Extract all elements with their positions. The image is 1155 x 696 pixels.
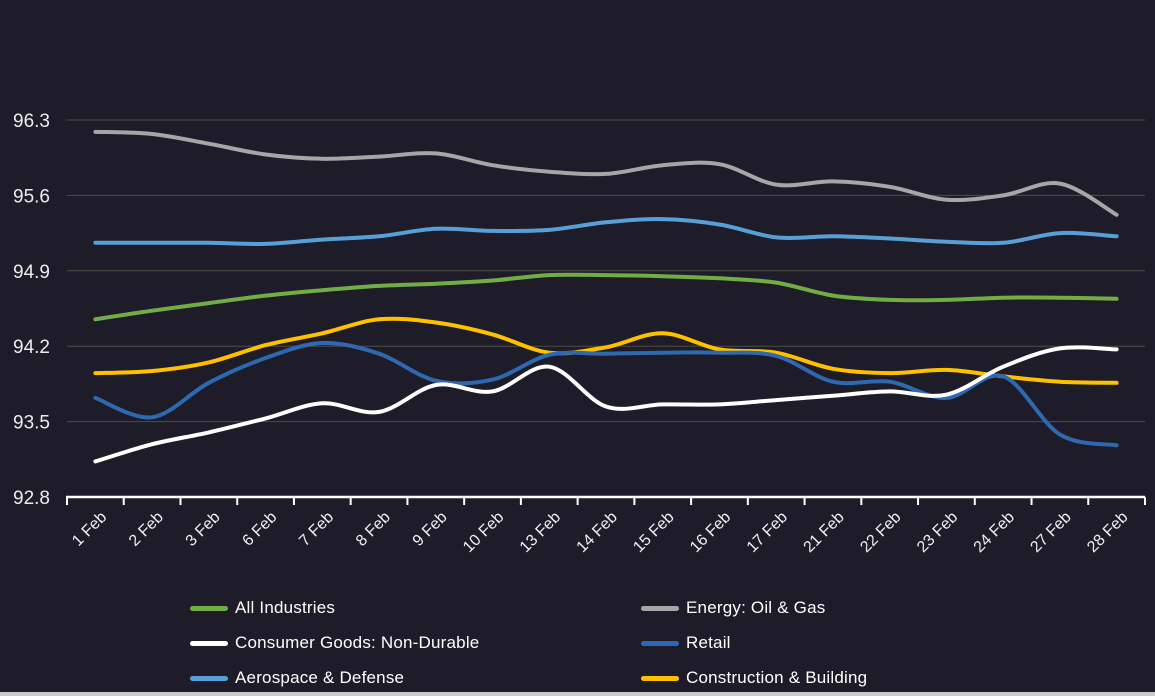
x-axis-tick-label: 13 Feb <box>517 509 564 556</box>
x-axis-tick-label: 8 Feb <box>353 509 394 550</box>
series-line-construction-building <box>93 316 1119 385</box>
x-axis-tick-label: 21 Feb <box>801 509 848 556</box>
legend-item-all-industries[interactable]: All Industries <box>190 597 641 619</box>
y-axis-tick-label: 93.5 <box>13 413 50 434</box>
x-axis-tick-label: 6 Feb <box>239 509 280 550</box>
bottom-scrollbar[interactable] <box>0 692 1155 696</box>
x-axis-tick-label: 7 Feb <box>296 509 337 550</box>
x-axis-tick-label: 17 Feb <box>744 509 791 556</box>
y-axis-tick-label: 94.2 <box>13 337 50 358</box>
legend-label: Aerospace & Defense <box>235 668 405 687</box>
x-axis-tick-label: 16 Feb <box>687 509 734 556</box>
x-axis-tick-label: 3 Feb <box>183 509 224 550</box>
x-axis-tick-label: 2 Feb <box>126 509 167 550</box>
legend-label: Retail <box>686 633 731 652</box>
legend-label: Consumer Goods: Non-Durable <box>235 633 480 652</box>
legend-swatch-icon <box>641 640 679 646</box>
legend-swatch-icon <box>190 605 228 611</box>
x-axis-tick-label: 24 Feb <box>971 509 1018 556</box>
y-axis-tick-label: 92.8 <box>13 488 50 509</box>
series-line-energy-oil-gas <box>93 129 1119 217</box>
y-axis-tick-label: 94.9 <box>13 262 50 283</box>
legend-item-aerospace-defense[interactable]: Aerospace & Defense <box>190 667 641 689</box>
x-axis-tick-label: 15 Feb <box>630 509 677 556</box>
x-axis-tick-label: 9 Feb <box>410 509 451 550</box>
x-axis-tick-label: 14 Feb <box>574 509 621 556</box>
legend-label: Energy: Oil & Gas <box>686 598 826 617</box>
x-axis-tick-label: 22 Feb <box>857 509 904 556</box>
legend-label: All Industries <box>235 598 336 617</box>
legend-item-energy-oil-gas[interactable]: Energy: Oil & Gas <box>641 597 1120 619</box>
y-axis-tick-label: 95.6 <box>13 186 50 207</box>
x-axis-tick-label: 1 Feb <box>69 509 110 550</box>
legend-swatch-icon <box>190 640 228 646</box>
legend-item-retail[interactable]: Retail <box>641 632 1120 654</box>
legend-swatch-icon <box>641 605 679 611</box>
x-axis-tick-label: 23 Feb <box>914 509 961 556</box>
legend-item-consumer-goods-non-durable[interactable]: Consumer Goods: Non-Durable <box>190 632 641 654</box>
legend-label: Construction & Building <box>686 668 868 687</box>
legend-swatch-icon <box>190 675 228 681</box>
y-axis-tick-label: 96.3 <box>13 111 50 132</box>
x-axis-tick-label: 28 Feb <box>1084 509 1131 556</box>
x-axis-tick-label: 10 Feb <box>460 509 507 556</box>
legend-item-construction-building[interactable]: Construction & Building <box>641 667 1120 689</box>
x-axis-tick-label: 27 Feb <box>1027 509 1074 556</box>
chart-legend: All Industries Energy: Oil & Gas Consumer … <box>190 597 1120 689</box>
series-line-retail <box>93 340 1119 448</box>
legend-swatch-icon <box>641 675 679 681</box>
series-line-consumer-goods-non-durable <box>93 345 1119 464</box>
series-line-all-industries <box>93 272 1119 322</box>
series-line-aerospace-defense <box>93 217 1119 247</box>
